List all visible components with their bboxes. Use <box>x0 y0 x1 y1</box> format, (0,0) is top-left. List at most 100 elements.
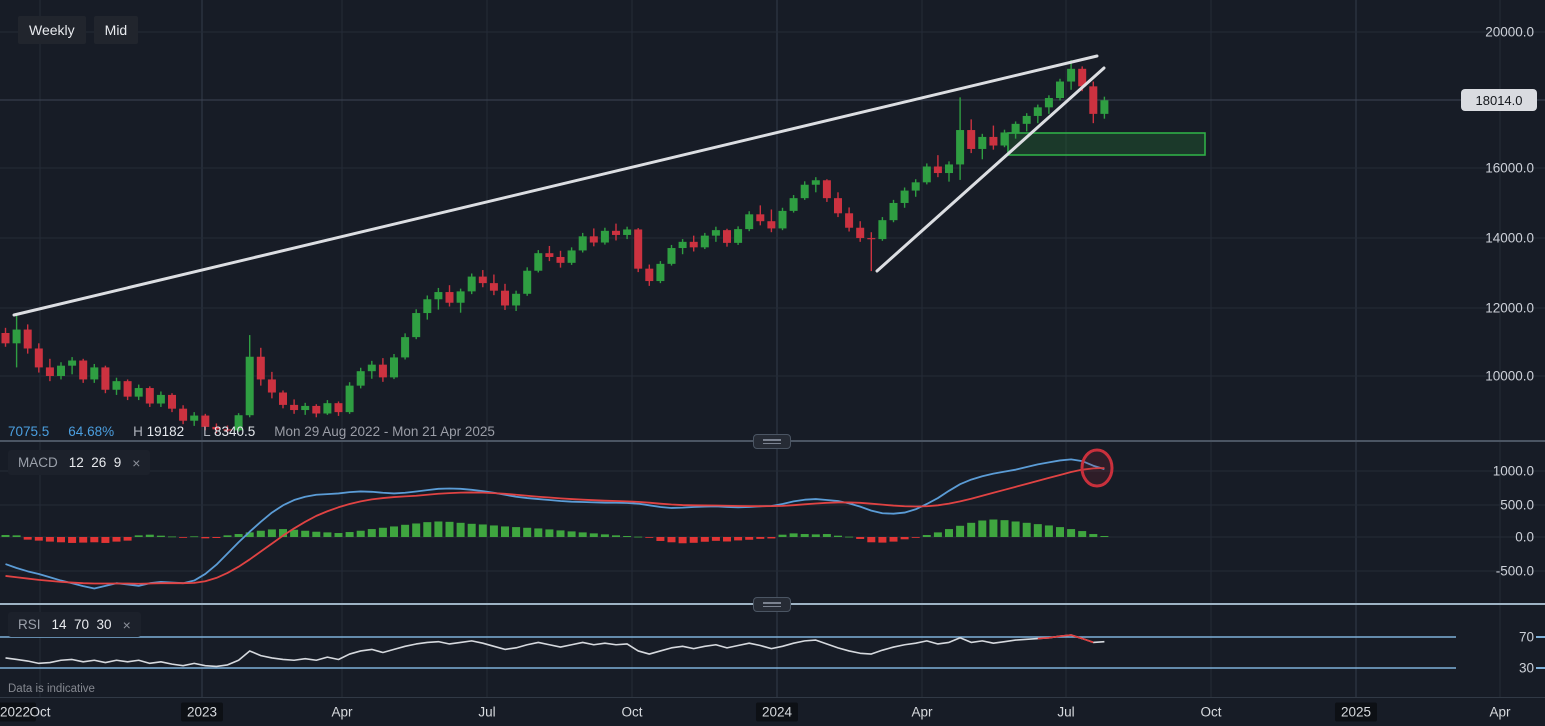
candle <box>1056 81 1064 99</box>
macd-histogram-bar <box>711 537 720 541</box>
rsi-separator-handle[interactable] <box>753 597 791 612</box>
candle <box>767 221 776 229</box>
macd-histogram-bar <box>933 532 942 537</box>
macd-close-icon[interactable]: × <box>132 454 141 471</box>
rsi-legend-title: RSI <box>18 617 41 632</box>
macd-histogram-bar <box>79 537 88 543</box>
macd-histogram-bar <box>112 537 121 542</box>
trendline[interactable] <box>12 54 1099 317</box>
macd-cross-circle[interactable] <box>1080 448 1114 488</box>
trendline[interactable] <box>875 66 1106 273</box>
current-price-label: 18014.0 <box>1461 89 1537 111</box>
candle <box>223 429 232 431</box>
macd-histogram-bar <box>578 532 587 537</box>
macd-histogram-bar <box>12 535 21 537</box>
macd-histogram-bar <box>434 521 443 537</box>
candle <box>367 364 376 372</box>
macd-histogram-bar <box>789 533 798 537</box>
candle <box>945 164 953 174</box>
time-axis[interactable]: 2022 Oct 2023 Apr Jul Oct 2024 Apr Jul Oct 2025 Apr <box>0 697 1545 726</box>
macd-histogram-bar <box>456 522 465 537</box>
candle <box>989 136 998 146</box>
last-price-value: 7075.5 <box>8 424 50 439</box>
rsi-close-icon[interactable]: × <box>122 616 131 633</box>
macd-histogram-bar <box>1022 522 1031 537</box>
time-axis-tick: Oct <box>621 704 643 719</box>
macd-histogram-bar <box>234 534 243 537</box>
candle <box>179 408 188 421</box>
candle <box>578 236 587 251</box>
macd-histogram-bar <box>345 532 354 537</box>
macd-histogram-bar <box>123 537 132 541</box>
candle <box>57 365 65 376</box>
macd-histogram-bar <box>356 530 365 537</box>
chart-toolbar: Weekly Mid <box>18 16 139 44</box>
candle <box>290 404 299 411</box>
macd-histogram-bar <box>212 537 221 538</box>
candle <box>623 229 632 235</box>
candle <box>1067 68 1076 82</box>
candle <box>711 230 720 236</box>
macd-histogram-bar <box>467 523 476 537</box>
macd-separator-handle[interactable] <box>753 434 791 449</box>
time-axis-tick: Oct <box>29 704 51 719</box>
macd-histogram-bar <box>1078 531 1087 537</box>
macd-histogram-bar <box>312 531 321 537</box>
candle <box>1011 123 1020 133</box>
price-axis[interactable]: 20000.0 16000.0 14000.0 12000.0 10000.0 1000.… <box>1456 0 1545 697</box>
candle <box>845 213 854 228</box>
macd-histogram-bar <box>689 537 698 543</box>
timeframe-button[interactable]: Weekly <box>18 16 86 44</box>
macd-histogram-bar <box>967 522 976 537</box>
price-mode-button[interactable]: Mid <box>93 16 139 44</box>
macd-histogram-bar <box>545 529 554 537</box>
candle <box>889 202 898 221</box>
candle <box>12 329 21 344</box>
macd-histogram-bar <box>589 533 598 537</box>
candle <box>212 426 221 430</box>
macd-histogram-bar <box>567 531 576 537</box>
date-range: Mon 29 Aug 2022 - Mon 21 Apr 2025 <box>274 424 495 439</box>
data-indicative-note: Data is indicative <box>8 683 95 695</box>
macd-histogram-bar <box>767 537 776 539</box>
macd-histogram-bar <box>401 524 410 537</box>
candle <box>534 253 543 271</box>
macd-histogram-bar <box>423 522 432 537</box>
candle <box>512 293 521 306</box>
macd-histogram-bar <box>1000 520 1009 537</box>
candle <box>467 276 476 292</box>
macd-histogram-bar <box>512 527 521 537</box>
macd-histogram-bar <box>623 536 632 537</box>
candle <box>967 130 976 149</box>
macd-histogram-bar <box>323 532 332 537</box>
candle <box>501 290 509 306</box>
candle <box>23 329 32 349</box>
candle <box>334 403 343 413</box>
candle <box>1089 86 1098 114</box>
macd-histogram-bar <box>756 537 765 539</box>
candle <box>756 214 765 222</box>
macd-histogram-bar <box>1033 524 1042 537</box>
candle <box>700 235 709 248</box>
macd-legend: MACD 12 26 9 × <box>8 450 151 475</box>
candle <box>900 190 909 203</box>
macd-axis-tick: 0.0 <box>1515 529 1534 545</box>
candle <box>68 360 77 366</box>
rsi-legend-params: 14 70 30 <box>51 617 112 632</box>
candle <box>978 136 987 149</box>
candle <box>878 220 887 240</box>
candle <box>800 184 809 199</box>
candle <box>723 230 731 243</box>
macd-histogram-bar <box>223 535 232 537</box>
candle <box>412 313 421 338</box>
time-axis-tick: Apr <box>911 704 933 719</box>
candle <box>689 241 698 248</box>
price-axis-tick: 16000.0 <box>1485 160 1534 176</box>
candle <box>445 292 454 303</box>
candle <box>123 381 132 397</box>
macd-histogram-bar <box>723 537 731 542</box>
